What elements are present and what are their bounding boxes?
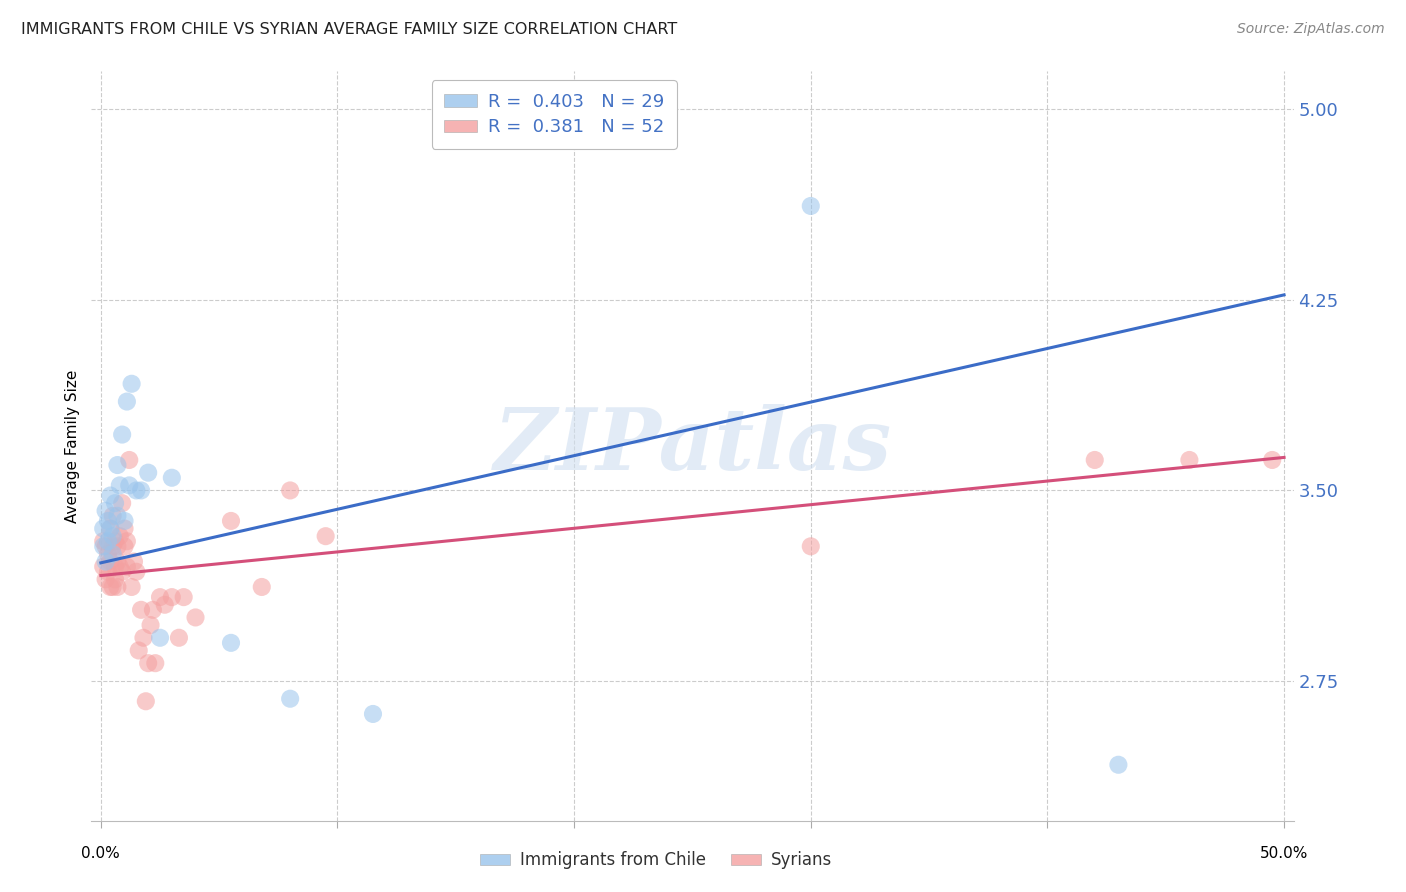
Point <box>315 529 337 543</box>
Point <box>94 555 117 569</box>
Point <box>167 631 190 645</box>
Point <box>135 694 157 708</box>
Point <box>142 603 165 617</box>
Point <box>111 565 134 579</box>
Y-axis label: Average Family Size: Average Family Size <box>65 369 80 523</box>
Point <box>136 466 159 480</box>
Text: 50.0%: 50.0% <box>1260 846 1308 861</box>
Point <box>1178 453 1201 467</box>
Point <box>101 529 124 543</box>
Point <box>149 590 172 604</box>
Point <box>1107 757 1129 772</box>
Text: Source: ZipAtlas.com: Source: ZipAtlas.com <box>1237 22 1385 37</box>
Text: ZIPatlas: ZIPatlas <box>494 404 891 488</box>
Point <box>114 539 136 553</box>
Point <box>184 610 207 624</box>
Point <box>91 522 114 536</box>
Point <box>114 514 136 528</box>
Point <box>101 547 124 561</box>
Point <box>1084 453 1107 467</box>
Point <box>91 539 114 553</box>
Point <box>278 483 301 498</box>
Point <box>132 631 155 645</box>
Point <box>94 572 117 586</box>
Point <box>278 691 301 706</box>
Point <box>101 539 124 553</box>
Point <box>98 522 121 536</box>
Point <box>122 555 145 569</box>
Point <box>160 471 183 485</box>
Point <box>1261 453 1284 467</box>
Point <box>118 453 141 467</box>
Point <box>94 539 117 553</box>
Point <box>250 580 273 594</box>
Point <box>361 706 384 721</box>
Point <box>160 590 183 604</box>
Point <box>104 559 127 574</box>
Point <box>104 572 127 586</box>
Point <box>800 539 823 553</box>
Point <box>97 547 120 561</box>
Point <box>98 580 121 594</box>
Point <box>104 496 127 510</box>
Point <box>128 643 150 657</box>
Point <box>107 555 129 569</box>
Point <box>97 565 120 579</box>
Point <box>173 590 195 604</box>
Point <box>91 534 114 549</box>
Point <box>129 483 152 498</box>
Point <box>153 598 176 612</box>
Point <box>125 483 148 498</box>
Point <box>107 539 129 553</box>
Point <box>101 580 124 594</box>
Point <box>111 496 134 510</box>
Point <box>143 656 166 670</box>
Point <box>97 534 120 549</box>
Point <box>129 603 152 617</box>
Point <box>121 376 143 391</box>
Point <box>121 580 143 594</box>
Point <box>107 458 129 472</box>
Point <box>139 618 162 632</box>
Point <box>125 565 148 579</box>
Point <box>118 478 141 492</box>
Point <box>115 394 138 409</box>
Point <box>107 508 129 523</box>
Text: IMMIGRANTS FROM CHILE VS SYRIAN AVERAGE FAMILY SIZE CORRELATION CHART: IMMIGRANTS FROM CHILE VS SYRIAN AVERAGE … <box>21 22 678 37</box>
Point <box>108 478 131 492</box>
Point <box>108 529 131 543</box>
Point <box>108 559 131 574</box>
Point <box>98 522 121 536</box>
Text: 0.0%: 0.0% <box>82 846 121 861</box>
Point <box>98 489 121 503</box>
Point <box>107 580 129 594</box>
Point <box>149 631 172 645</box>
Point <box>219 636 242 650</box>
Point <box>104 534 127 549</box>
Point <box>101 508 124 523</box>
Point <box>97 514 120 528</box>
Point <box>94 504 117 518</box>
Point <box>115 559 138 574</box>
Point <box>111 427 134 442</box>
Point <box>136 656 159 670</box>
Point <box>98 555 121 569</box>
Point <box>219 514 242 528</box>
Point <box>800 199 823 213</box>
Point <box>91 559 114 574</box>
Point <box>114 522 136 536</box>
Point <box>115 534 138 549</box>
Legend: Immigrants from Chile, Syrians: Immigrants from Chile, Syrians <box>474 845 839 876</box>
